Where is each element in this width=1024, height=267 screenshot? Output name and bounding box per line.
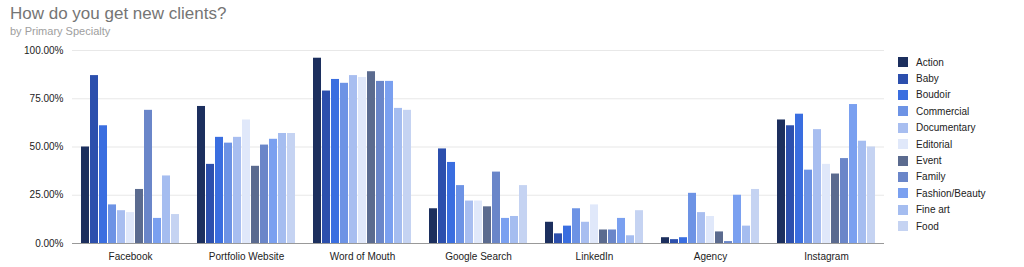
html-text:Commercial: Commercial [916, 105, 970, 117]
html-text:Food: Food [916, 220, 939, 232]
svg-text:25.00%: 25.00% [30, 189, 64, 200]
html-text:Family: Family [916, 171, 946, 183]
html-text:Documentary: Documentary [916, 122, 976, 134]
html-text:Action: Action [916, 56, 944, 68]
html-text:Fine art: Fine art [916, 204, 950, 216]
svg-text:Google Search: Google Search [445, 251, 512, 262]
svg-text:100.00%: 100.00% [24, 45, 64, 56]
svg-text:Portfolio Website: Portfolio Website [209, 251, 285, 262]
svg-text:Facebook: Facebook [109, 251, 154, 262]
svg-text:LinkedIn: LinkedIn [576, 251, 614, 262]
html-text:How do you get new clients?: How do you get new clients? [10, 4, 227, 23]
svg-text:Agency: Agency [694, 251, 727, 262]
svg-text:Instagram: Instagram [804, 251, 848, 262]
svg-text:75.00%: 75.00% [30, 93, 64, 104]
html-text:Baby: Baby [916, 73, 939, 85]
svg-text:0.00%: 0.00% [35, 238, 63, 249]
html-text:by Primary Specialty: by Primary Specialty [10, 25, 111, 37]
html-text:Editorial: Editorial [916, 138, 953, 150]
html-text:Event: Event [916, 155, 942, 166]
svg-text:Word of Mouth: Word of Mouth [330, 251, 395, 262]
html-text:Fashion/Beauty: Fashion/Beauty [916, 187, 986, 199]
svg-text:50.00%: 50.00% [30, 141, 64, 152]
html-text:Boudoir: Boudoir [916, 89, 951, 101]
